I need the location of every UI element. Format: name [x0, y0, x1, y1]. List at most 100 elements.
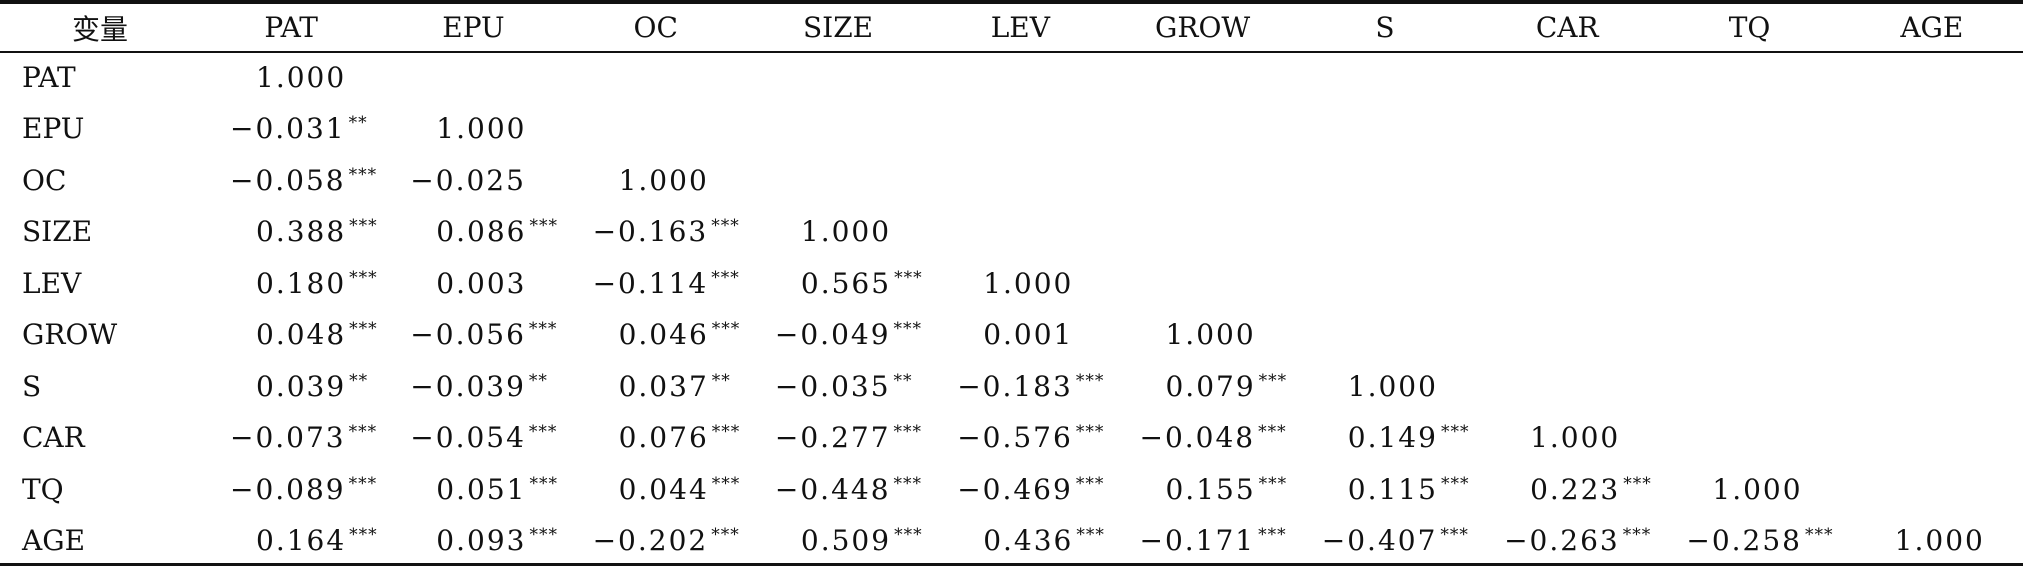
coefficient: 1.000	[1165, 318, 1255, 351]
coefficient: −0.258 ***	[1686, 524, 1833, 557]
coefficient-value: −0.576	[957, 421, 1073, 455]
coefficient-value: −0.056	[410, 318, 526, 352]
table-cell: −0.407 ***	[1294, 515, 1476, 567]
significance-stars: ***	[529, 473, 558, 494]
table-cell	[565, 51, 747, 103]
coefficient-value: 0.044	[618, 472, 709, 506]
coefficient-value: 1.000	[1347, 369, 1438, 403]
table-cell	[1658, 206, 1840, 258]
table-cell: −0.025	[382, 155, 564, 207]
table-header: 变量 PAT EPU OC SIZE LEV GROW S CAR TQ AGE	[0, 4, 2023, 51]
significance-stars: ***	[711, 267, 740, 288]
table-cell	[1111, 103, 1293, 155]
coefficient-value: 1.000	[1530, 421, 1621, 455]
coefficient: −0.031 **	[230, 112, 368, 145]
coefficient-value: 0.051	[436, 472, 527, 506]
coefficient-value: 1.000	[1894, 524, 1985, 558]
table-cell: −0.048 ***	[1111, 412, 1293, 464]
significance-stars: ***	[1805, 525, 1834, 546]
table-row: OC −0.058 *** −0.025 1.000	[0, 155, 2023, 207]
coefficient: −0.114 ***	[593, 267, 740, 300]
coefficient-value: 1.000	[256, 60, 347, 94]
coefficient-value: −0.058	[230, 163, 346, 197]
table-cell: 0.039 **	[200, 361, 382, 413]
coefficient-value: −0.073	[230, 421, 346, 455]
table-cell: 0.509 ***	[747, 515, 929, 567]
coefficient: 0.436 ***	[983, 524, 1105, 557]
table-cell: 1.000	[929, 258, 1111, 310]
table-cell: −0.448 ***	[747, 464, 929, 516]
significance-stars: **	[528, 370, 548, 391]
table-row: EPU −0.031 ** 1.000	[0, 103, 2023, 155]
table-cell	[1841, 464, 2023, 516]
table-cell: 1.000	[382, 103, 564, 155]
table-cell	[1476, 51, 1658, 103]
coefficient-value: 0.436	[983, 524, 1074, 558]
coefficient: 0.180 ***	[256, 267, 378, 300]
coefficient-value: −0.089	[230, 472, 346, 506]
significance-stars: ***	[1258, 422, 1287, 443]
coefficient: −0.163 ***	[593, 215, 740, 248]
header-age: AGE	[1900, 11, 1964, 44]
coefficient: −0.469 ***	[957, 473, 1104, 506]
coefficient-value: 1.000	[436, 112, 527, 146]
coefficient-value: 0.079	[1165, 369, 1256, 403]
coefficient: 0.149 ***	[1348, 421, 1470, 454]
coefficient: −0.407 ***	[1322, 524, 1469, 557]
table-cell: −0.263 ***	[1476, 515, 1658, 567]
significance-stars: ***	[528, 422, 558, 443]
coefficient: −0.448 ***	[775, 473, 922, 506]
significance-stars: ***	[711, 473, 741, 494]
coefficient-value: 0.086	[436, 215, 527, 249]
significance-stars: **	[349, 370, 369, 391]
row-label: TQ	[22, 472, 64, 506]
coefficient: 1.000	[1348, 370, 1438, 403]
table-cell	[1841, 258, 2023, 310]
coefficient: 0.037 **	[619, 370, 731, 403]
coefficient-value: 0.037	[618, 369, 709, 403]
coefficient-value: −0.277	[774, 421, 891, 455]
table-cell	[1841, 103, 2023, 155]
table-cell: −0.056 ***	[382, 309, 564, 361]
significance-stars: ***	[348, 473, 378, 494]
significance-stars: ***	[893, 473, 923, 494]
coefficient-value: −0.031	[230, 112, 346, 146]
table-cell: −0.039 **	[382, 361, 564, 413]
coefficient-value: −0.054	[410, 421, 526, 455]
table-cell: 0.037 **	[565, 361, 747, 413]
coefficient-value: −0.469	[957, 472, 1073, 506]
table-cell	[929, 103, 1111, 155]
significance-stars: ***	[894, 525, 923, 546]
coefficient: −0.263 ***	[1504, 524, 1651, 557]
coefficient-value: 0.039	[256, 369, 347, 403]
correlation-table: 变量 PAT EPU OC SIZE LEV GROW S CAR TQ AGE PAT 1.000 E…	[0, 4, 2023, 567]
table-cell	[1111, 155, 1293, 207]
table-cell	[1841, 51, 2023, 103]
table-row: PAT 1.000	[0, 51, 2023, 103]
coefficient: 1.000	[1530, 421, 1620, 454]
table-cell: −0.114 ***	[565, 258, 747, 310]
coefficient-value: −0.039	[410, 369, 526, 403]
coefficient-value: −0.163	[592, 215, 709, 249]
table-cell: 0.164 ***	[200, 515, 382, 567]
coefficient-value: 0.149	[1347, 421, 1438, 455]
table-row: S 0.039 ** −0.039 ** 0.037 ** −0.035 ** −0.183 ***…	[0, 361, 2023, 413]
table-cell	[1658, 155, 1840, 207]
coefficient: 0.044 ***	[619, 473, 741, 506]
table-cell: 1.000	[1658, 464, 1840, 516]
coefficient: 1.000	[436, 112, 526, 145]
coefficient-value: −0.171	[1139, 524, 1256, 558]
table-cell	[1294, 155, 1476, 207]
coefficient-value: 1.000	[800, 215, 892, 249]
coefficient: −0.054 ***	[410, 421, 557, 454]
significance-stars: ***	[349, 267, 378, 288]
coefficient: −0.056 ***	[410, 318, 557, 351]
table-cell: −0.031 **	[200, 103, 382, 155]
table-cell: 1.000	[1841, 515, 2023, 567]
table-row: AGE 0.164 *** 0.093 *** −0.202 *** 0.509 *** 0.43…	[0, 515, 2023, 567]
coefficient: −0.171 ***	[1139, 524, 1286, 557]
table-cell: 0.115 ***	[1294, 464, 1476, 516]
significance-stars: ***	[1075, 370, 1105, 391]
coefficient: −0.277 ***	[775, 421, 922, 454]
coefficient-value: 0.093	[436, 524, 527, 558]
